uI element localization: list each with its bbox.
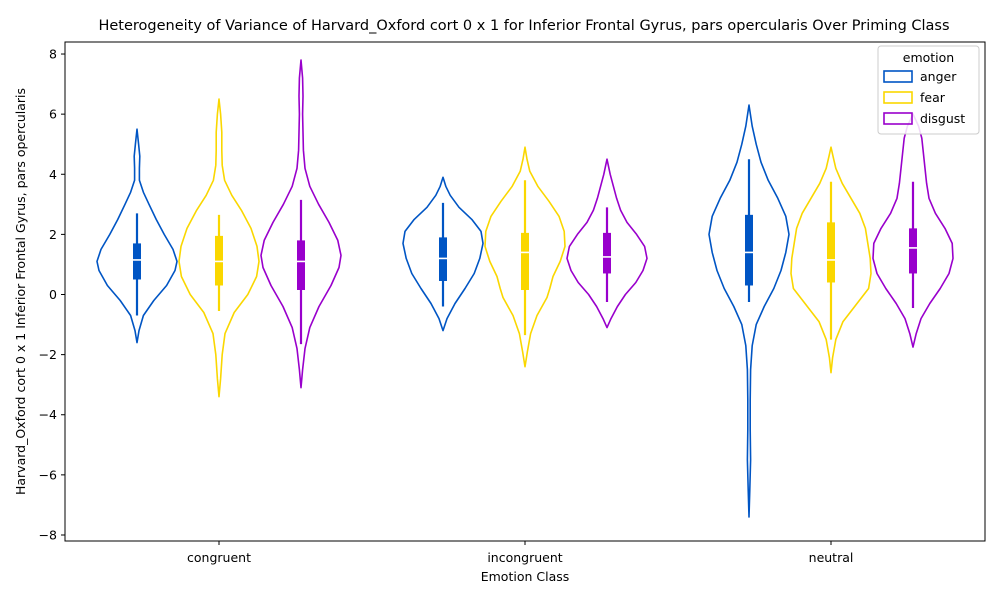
violin-outline bbox=[260, 59, 342, 389]
y-tick-label: −8 bbox=[39, 527, 57, 542]
legend-swatch-anger bbox=[883, 70, 913, 83]
plot-area bbox=[96, 59, 954, 518]
x-tick-label: congruent bbox=[187, 550, 251, 565]
legend-box bbox=[877, 45, 980, 135]
violin-iqr-box bbox=[521, 232, 529, 290]
violin-fear-incongruent bbox=[484, 146, 566, 368]
y-tick-label: 8 bbox=[49, 47, 57, 62]
legend-label-fear: fear bbox=[920, 90, 946, 105]
violin-iqr-box bbox=[603, 232, 611, 274]
y-tick-label: 6 bbox=[49, 107, 57, 122]
x-tick-label: neutral bbox=[809, 550, 854, 565]
violin-disgust-congruent bbox=[260, 59, 342, 389]
violin-anger-neutral bbox=[708, 104, 790, 518]
chart-title: Heterogeneity of Variance of Harvard_Oxf… bbox=[98, 18, 949, 34]
y-tick-label: −6 bbox=[39, 467, 57, 482]
violin-iqr-box bbox=[909, 228, 917, 274]
violin-fear-neutral bbox=[790, 146, 872, 374]
y-tick-label: 2 bbox=[49, 227, 57, 242]
violin-iqr-box bbox=[133, 243, 141, 280]
y-tick-label: 0 bbox=[49, 287, 57, 302]
violin-disgust-incongruent bbox=[566, 158, 648, 329]
legend-title: emotion bbox=[903, 50, 954, 65]
violin-fear-congruent bbox=[178, 98, 260, 398]
y-tick-label: −4 bbox=[39, 407, 57, 422]
y-axis: −8 −6 −4 −2 0 2 4 6 8 bbox=[39, 47, 65, 542]
violin-outline bbox=[708, 104, 790, 518]
violin-iqr-box bbox=[827, 222, 835, 283]
violin-anger-congruent bbox=[96, 128, 178, 344]
legend: emotion anger fear disgust bbox=[877, 45, 980, 135]
violin-outline bbox=[402, 176, 484, 332]
legend-label-anger: anger bbox=[920, 69, 957, 84]
legend-label-disgust: disgust bbox=[920, 111, 965, 126]
x-axis-label: Emotion Class bbox=[481, 569, 570, 584]
x-axis: congruent incongruent neutral bbox=[187, 541, 853, 565]
violin-iqr-box bbox=[745, 214, 753, 286]
violin-outline bbox=[96, 128, 178, 344]
legend-swatch-disgust bbox=[883, 112, 913, 125]
y-tick-label: 4 bbox=[49, 167, 57, 182]
y-axis-label: Harvard_Oxford cort 0 x 1 Inferior Front… bbox=[13, 88, 28, 495]
y-tick-label: −2 bbox=[39, 347, 57, 362]
legend-swatch-fear bbox=[883, 91, 913, 104]
violin-anger-incongruent bbox=[402, 176, 484, 332]
x-tick-label: incongruent bbox=[487, 550, 562, 565]
violin-outline bbox=[484, 146, 566, 368]
violin-outline bbox=[790, 146, 872, 374]
violin-outline bbox=[178, 98, 260, 398]
violin-iqr-box bbox=[297, 240, 305, 290]
violin-outline bbox=[566, 158, 648, 329]
